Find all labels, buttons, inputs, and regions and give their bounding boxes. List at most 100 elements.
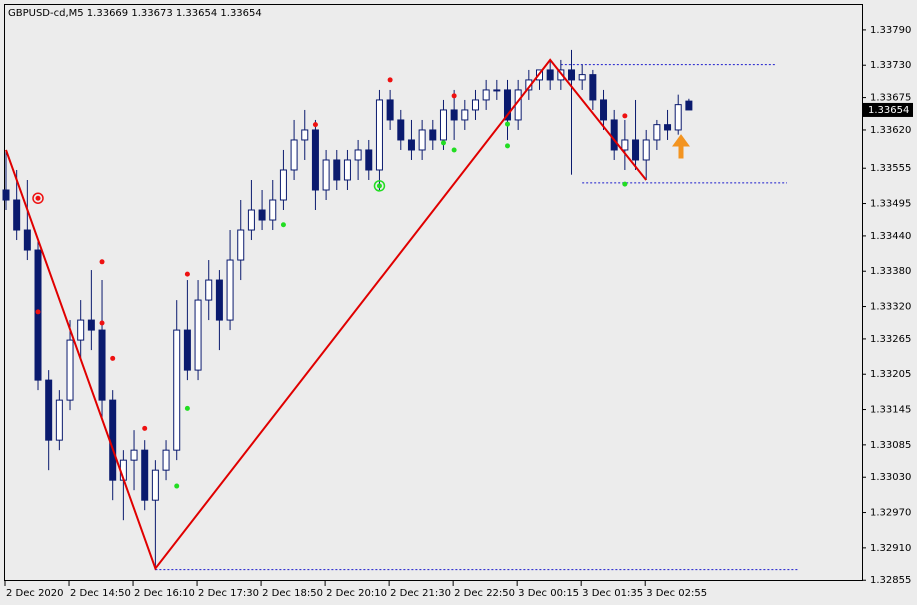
- y-tick-label: 1.33205: [870, 369, 911, 380]
- down-signal: [622, 181, 628, 187]
- candle-body: [578, 74, 586, 81]
- candle-body: [546, 69, 554, 81]
- up-signal: [110, 355, 116, 361]
- candle-body: [2, 189, 10, 201]
- y-tick-label: 1.33730: [870, 60, 911, 71]
- up-signal: [35, 309, 41, 315]
- x-tick-label: 2 Dec 14:50: [70, 588, 131, 599]
- up-signal: [35, 195, 41, 201]
- candle-body: [653, 124, 661, 141]
- y-tick-label: 1.32910: [870, 543, 911, 554]
- y-tick-label: 1.33440: [870, 231, 911, 242]
- candle-body: [333, 159, 341, 181]
- up-signal: [184, 271, 190, 277]
- candle-body: [685, 100, 693, 111]
- candle-body: [269, 199, 277, 221]
- candle-body: [589, 74, 597, 101]
- down-signal: [280, 222, 286, 228]
- down-signal: [504, 143, 510, 149]
- chart-title: GBPUSD-cd,M5 1.33669 1.33673 1.33654 1.3…: [8, 8, 262, 19]
- candle-body: [429, 129, 437, 141]
- candle-body: [301, 129, 309, 141]
- candle-body: [397, 119, 405, 141]
- candle-body: [568, 69, 576, 81]
- up-signal: [387, 77, 393, 83]
- candle-body: [343, 159, 351, 181]
- candle-body: [493, 89, 501, 92]
- y-tick-label: 1.33675: [870, 93, 911, 104]
- candle-body: [450, 109, 458, 121]
- candle-body: [23, 229, 31, 251]
- candle-body: [461, 109, 469, 121]
- candle-body: [439, 109, 447, 141]
- candle-body: [418, 129, 426, 151]
- y-tick-label: 1.33265: [870, 334, 911, 345]
- candle-body: [194, 299, 202, 371]
- down-signal: [440, 140, 446, 146]
- x-tick-label: 2 Dec 20:10: [326, 588, 387, 599]
- candle-body: [471, 99, 479, 111]
- up-signal: [142, 425, 148, 431]
- candle-body: [610, 119, 618, 151]
- candle-body: [503, 89, 511, 121]
- candle-body: [407, 139, 415, 151]
- zigzag-line: [5, 58, 647, 571]
- candle-body: [322, 159, 330, 191]
- price-label: 1.33654: [868, 105, 909, 116]
- candle-body: [642, 139, 650, 161]
- y-tick-label: 1.33320: [870, 302, 911, 313]
- up-signal: [622, 113, 628, 119]
- up-signal: [99, 259, 105, 265]
- y-tick-label: 1.32970: [870, 508, 911, 519]
- y-tick-label: 1.33495: [870, 199, 911, 210]
- signal-ring: [373, 180, 386, 192]
- candle-body: [173, 329, 181, 451]
- x-tick-label: 2 Dec 18:50: [262, 588, 323, 599]
- candle-body: [621, 139, 629, 151]
- candle-body: [226, 259, 234, 321]
- y-tick-label: 1.33085: [870, 440, 911, 451]
- candle-body: [258, 209, 266, 221]
- candle-body: [290, 139, 298, 171]
- x-tick-label: 3 Dec 01:35: [582, 588, 643, 599]
- candle-body: [375, 99, 383, 171]
- candle-body: [183, 329, 191, 371]
- y-tick-label: 1.33790: [870, 25, 911, 36]
- candle-body: [141, 449, 149, 501]
- up-signal: [312, 122, 318, 128]
- candle-body: [279, 169, 287, 201]
- candle-body: [66, 339, 74, 401]
- candle-body: [237, 229, 245, 261]
- candle-body: [365, 149, 373, 171]
- y-tick-label: 1.33620: [870, 125, 911, 136]
- x-tick-label: 2 Dec 21:30: [390, 588, 451, 599]
- candle-body: [205, 279, 213, 301]
- candle-body: [557, 69, 565, 81]
- candle-body: [674, 104, 682, 131]
- down-signal: [174, 483, 180, 489]
- down-signal: [376, 183, 382, 189]
- up-signal: [99, 320, 105, 326]
- x-tick-label: 3 Dec 00:15: [518, 588, 579, 599]
- y-tick-label: 1.33380: [870, 266, 911, 277]
- y-tick-label: 1.33555: [870, 163, 911, 174]
- candle-body: [215, 279, 223, 321]
- candle-body: [87, 319, 95, 331]
- x-tick-label: 2 Dec 16:10: [134, 588, 195, 599]
- candle-body: [311, 129, 319, 191]
- x-tick-label: 3 Dec 02:55: [646, 588, 707, 599]
- candle-body: [151, 469, 159, 501]
- y-tick-label: 1.33030: [870, 472, 911, 483]
- x-tick-label: 2 Dec 2020: [6, 588, 64, 599]
- candle-body: [386, 99, 394, 121]
- candle-body: [130, 449, 138, 461]
- y-tick-label: 1.32855: [870, 575, 911, 586]
- plot-frame: [4, 4, 863, 581]
- price-box: [863, 102, 913, 117]
- down-signal: [184, 405, 190, 411]
- candle-body: [664, 124, 672, 131]
- x-tick-label: 2 Dec 17:30: [198, 588, 259, 599]
- buy-arrow: [672, 134, 690, 159]
